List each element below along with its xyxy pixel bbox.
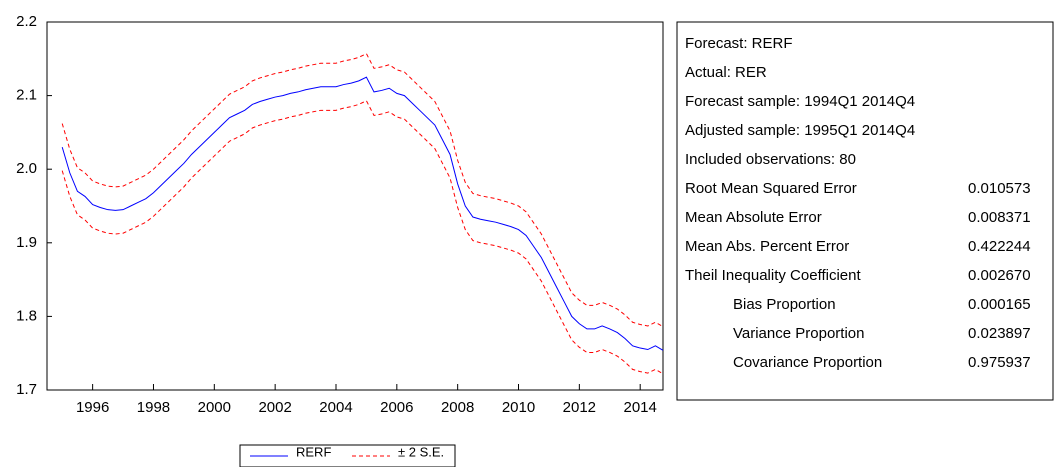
legend-label: RERF <box>296 444 331 459</box>
stats-label: Bias Proportion <box>733 296 836 313</box>
stats-value: 0.023897 <box>968 325 1031 342</box>
stats-value: 0.010573 <box>968 180 1031 197</box>
stats-frame <box>676 21 1054 401</box>
upper-band <box>61 52 664 328</box>
stats-label: Mean Absolute Error <box>685 209 822 226</box>
x-tick-label: 2004 <box>319 399 352 416</box>
x-tick-label: 2000 <box>198 399 231 416</box>
stats-label: Mean Abs. Percent Error <box>685 238 849 255</box>
stats-value: 0.975937 <box>968 354 1031 371</box>
x-tick-label: 1996 <box>76 399 109 416</box>
stats-line: Actual: RER <box>685 64 767 81</box>
x-tick-label: 2006 <box>380 399 413 416</box>
x-tick-label: 2010 <box>502 399 535 416</box>
stats-line: Forecast: RERF <box>685 35 793 52</box>
y-tick-label: 1.7 <box>16 381 37 398</box>
stats-label: Variance Proportion <box>733 325 864 342</box>
stats-label: Root Mean Squared Error <box>685 180 857 197</box>
y-tick-label: 2.0 <box>16 160 37 177</box>
y-tick-label: 1.8 <box>16 307 37 324</box>
x-tick-label: 1998 <box>137 399 170 416</box>
stats-value: 0.008371 <box>968 209 1031 226</box>
x-tick-label: 2002 <box>258 399 291 416</box>
legend-frame <box>239 444 456 467</box>
stats-label: Theil Inequality Coefficient <box>685 267 861 284</box>
x-tick-label: 2008 <box>441 399 474 416</box>
stats-line: Forecast sample: 1994Q1 2014Q4 <box>685 93 915 110</box>
y-tick-label: 2.1 <box>16 87 37 104</box>
x-tick-label: 2014 <box>623 399 656 416</box>
y-tick-label: 1.9 <box>16 234 37 251</box>
lower-band <box>61 100 664 375</box>
stats-line: Adjusted sample: 1995Q1 2014Q4 <box>685 122 915 139</box>
stats-value: 0.000165 <box>968 296 1031 313</box>
forecast-line <box>61 76 664 351</box>
stats-line: Included observations: 80 <box>685 151 856 168</box>
plot-frame <box>46 21 664 391</box>
stats-value: 0.422244 <box>968 238 1031 255</box>
y-tick-label: 2.2 <box>16 13 37 30</box>
legend-label: ± 2 S.E. <box>398 444 444 459</box>
x-tick-label: 2012 <box>563 399 596 416</box>
stats-value: 0.002670 <box>968 267 1031 284</box>
stats-label: Covariance Proportion <box>733 354 882 371</box>
